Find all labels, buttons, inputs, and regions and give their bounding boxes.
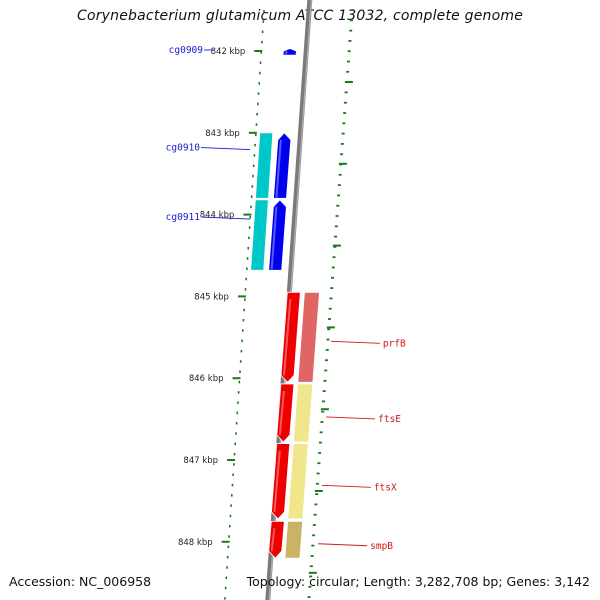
gene-arrow-cg0910[interactable] (273, 132, 292, 199)
gene-arrow-ftsE[interactable] (276, 383, 295, 443)
cog-band-ftsX (287, 443, 309, 520)
scale-tick-label: 845 kbp (194, 292, 229, 302)
gene-labels: cg0909 cg0910 cg0911 prfB ftsE ftsX smpB (166, 45, 406, 552)
gene-arrow-shine (275, 139, 282, 198)
genome-summary: Topology: circular; Length: 3,282,708 bp… (246, 574, 590, 589)
gene-arrow-cg0909[interactable] (282, 48, 297, 56)
gene-arrow-prfB[interactable] (280, 291, 301, 383)
cog-band-cg0911 (250, 199, 269, 271)
gene-label-smpB[interactable]: smpB (370, 541, 393, 552)
gene-arrow-shine (273, 450, 281, 512)
leader-line (321, 484, 371, 488)
scale-tick-label: 848 kbp (178, 538, 213, 548)
scale-tick-label: 843 kbp (205, 129, 240, 139)
cog-band-smpB (284, 520, 304, 559)
leader-line (326, 416, 376, 420)
scale-ticks: 842 kbp 843 kbp 844 kbp 845 kbp 846 kbp 847 k… (178, 47, 353, 574)
gene-arrow-cg0911[interactable] (268, 199, 287, 271)
scale-tick-label: 844 kbp (200, 211, 235, 221)
dotted-guides (224, 9, 354, 600)
scale-tick-label: 847 kbp (183, 456, 218, 466)
accession-label: Accession: NC_006958 (9, 574, 152, 589)
gene-label-cg0909[interactable]: cg0909 (169, 45, 204, 56)
gene-arrow-shine (270, 206, 278, 270)
gene-arrow-smpB[interactable] (268, 520, 285, 559)
leader-line (318, 543, 368, 547)
leader-line (330, 340, 380, 344)
gene-label-cg0910[interactable]: cg0910 (166, 143, 201, 154)
gene-arrow-ftsX[interactable] (271, 443, 291, 520)
cog-band-prfB (297, 291, 320, 383)
leader-line (200, 147, 251, 150)
leader-line (200, 216, 251, 220)
map-title: Corynebacterium glutamicum ATCC 13032, c… (76, 8, 524, 24)
cog-band-ftsE (293, 383, 314, 443)
gene-arrow-shine (270, 528, 276, 552)
gene-arrow-shine (278, 390, 285, 436)
scale-tick-label: 842 kbp (211, 47, 246, 57)
gene-label-prfB[interactable]: prfB (383, 338, 406, 349)
gene-label-cg0911[interactable]: cg0911 (166, 212, 201, 223)
gene-arrow-shine (283, 299, 292, 376)
cog-band-cg0910 (255, 132, 274, 199)
gene-features (250, 48, 320, 559)
gene-label-ftsX[interactable]: ftsX (374, 482, 397, 493)
scale-tick-label: 846 kbp (189, 374, 224, 384)
gene-label-ftsE[interactable]: ftsE (378, 414, 401, 425)
